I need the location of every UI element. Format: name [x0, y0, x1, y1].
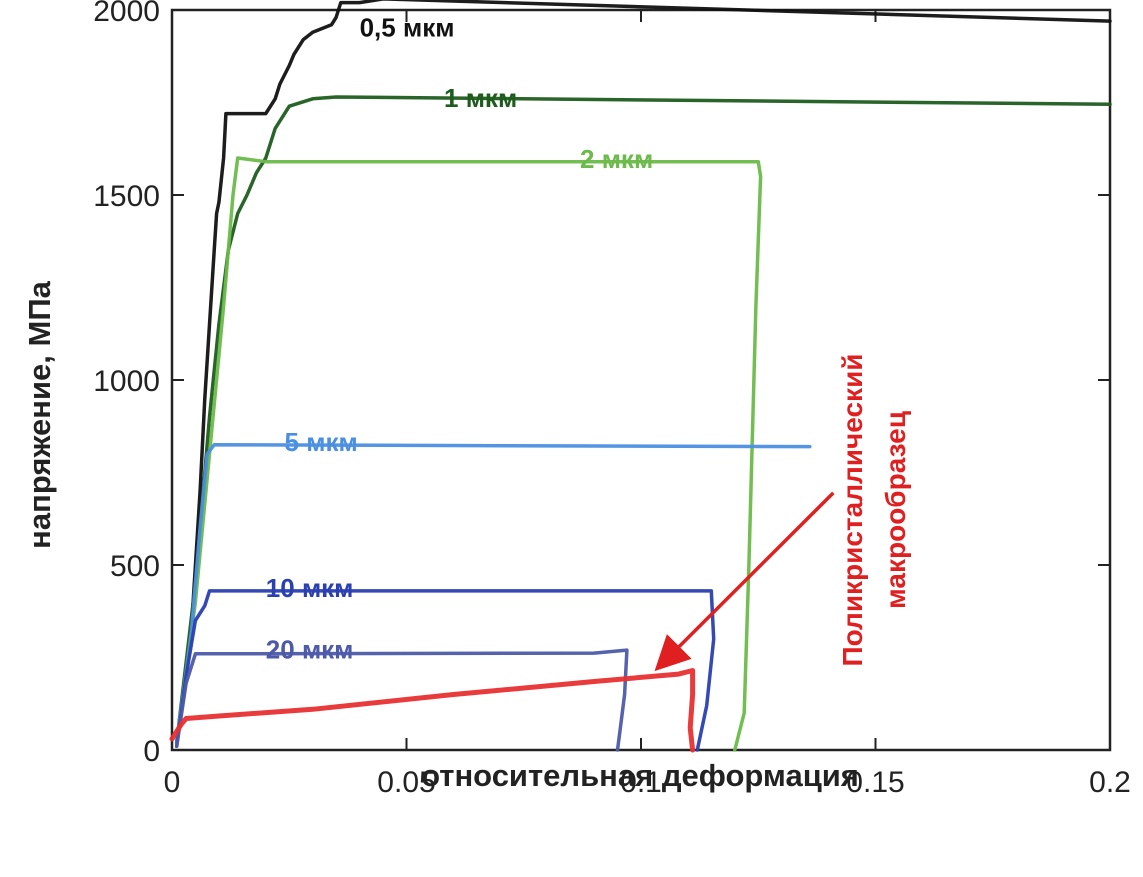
y-tick-label: 500	[110, 550, 160, 583]
annotation-line-2: макрообразец	[880, 411, 911, 609]
series-label: 1 мкм	[444, 83, 517, 113]
label-layer: относительная деформация напряжение, МПа…	[22, 0, 1131, 799]
series-label: 5 мкм	[285, 427, 358, 457]
series-line	[174, 648, 629, 752]
x-tick-label: 0	[164, 766, 181, 799]
series-line	[174, 156, 763, 752]
series-line	[174, 589, 716, 752]
series-line	[174, 95, 1112, 745]
series-line	[169, 668, 696, 753]
y-tick-label: 2000	[93, 0, 160, 28]
x-tick-label: 0.05	[377, 766, 435, 799]
x-tick-label: 0.1	[620, 766, 662, 799]
series-layer	[169, 0, 1112, 753]
series-line	[174, 0, 1112, 745]
series-label: 2 мкм	[580, 144, 653, 174]
x-tick-label: 0.2	[1089, 766, 1131, 799]
annotation-arrow	[654, 491, 835, 672]
y-tick-label: 1500	[93, 180, 160, 213]
y-tick-label: 0	[143, 735, 160, 768]
series-label: 0,5 мкм	[360, 13, 455, 43]
y-tick-label: 1000	[93, 365, 160, 398]
x-tick-label: 0.15	[846, 766, 904, 799]
series-label: 20 мкм	[266, 634, 354, 664]
x-axis-label: относительная деформация	[421, 758, 859, 793]
y-axis-label: напряжение, МПа	[22, 280, 57, 548]
series-label: 10 мкм	[266, 573, 354, 603]
annotation-line-1: Поликристаллический	[837, 354, 868, 667]
